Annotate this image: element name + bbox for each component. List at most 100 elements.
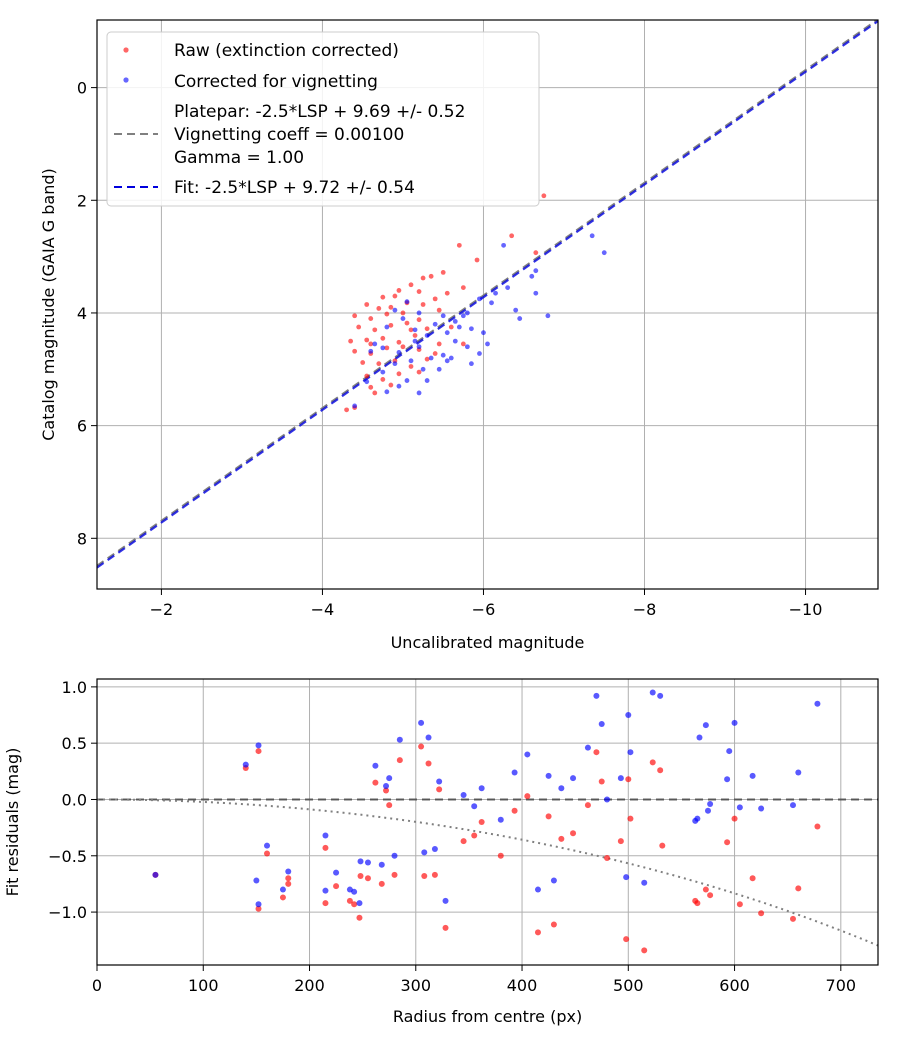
corrected-point [432,321,438,327]
raw-point [378,880,385,887]
corrected-point [400,316,406,321]
raw-point [420,275,426,281]
corrected-point [418,719,425,726]
corrected-point [378,861,385,868]
corrected-point [428,355,434,361]
corrected-point [279,886,286,893]
raw-point [322,844,329,851]
corrected-point [731,719,738,726]
corrected-point [505,285,511,290]
raw-point [352,313,358,319]
corrected-point [477,351,482,356]
legend-raw-label: Raw (extinction corrected) [174,41,399,61]
y-axis-label: Catalog magnitude (GAIA G band) [39,168,58,440]
corrected-point [497,816,504,823]
corrected-point [444,358,450,364]
raw-point [432,296,438,302]
corrected-point [464,344,470,350]
corrected-point [657,692,664,699]
legend-box [106,31,540,207]
corrected-point [442,897,449,904]
corrected-point [501,242,507,248]
corrected-point [396,383,402,389]
corrected-point [524,751,531,758]
raw-point [497,852,504,859]
corrected-point [380,345,386,351]
x-tick-label: −8 [633,600,657,619]
raw-point [364,302,370,307]
corrected-point [489,300,494,306]
corrected-point [481,330,486,336]
corrected-point [692,817,699,824]
raw-point [758,910,765,917]
raw-point [511,807,518,814]
corrected-point [255,742,262,749]
raw-point [593,749,600,756]
y-tick-label: 4 [77,304,87,323]
raw-point [357,873,364,880]
legend-vignetting-label: Vignetting coeff = 0.00100 [174,125,404,145]
raw-point [604,855,611,862]
corrected-point [468,361,474,367]
corrected-point [444,330,450,336]
raw-point [364,337,370,343]
corrected-point [412,338,418,344]
corrected-point [425,734,432,741]
corrected-point [255,901,262,908]
corrected-point [598,721,605,728]
x-tick-label: −4 [311,600,335,619]
raw-point [384,311,390,317]
raw-point [657,767,664,774]
raw-point [416,369,422,375]
corrected-point [404,299,410,305]
corrected-point [352,403,358,409]
corrected-point [456,324,462,330]
corrected-point [152,871,159,878]
y-tick-label: −1.0 [48,903,87,922]
corrected-point [795,769,802,776]
fit-lines [97,20,878,569]
x-tick-label: 500 [613,976,644,995]
y-tick-label: 0.5 [62,734,87,753]
corrected-point [604,796,611,803]
legend-corrected-label: Corrected for vignetting [174,72,378,92]
corrected-point [380,369,386,375]
corrected-point [408,358,414,364]
corrected-point [364,379,370,385]
raw-point [372,779,379,786]
legend-gamma-label: Gamma = 1.00 [174,148,304,168]
raw-point [659,842,666,849]
raw-point [570,830,577,837]
corrected-point [529,273,535,279]
raw-point [388,304,394,310]
raw-point [460,341,466,347]
raw-point [550,921,557,928]
raw-point [436,341,442,347]
corrected-point [416,390,422,396]
raw-point [344,407,349,413]
raw-point [541,193,547,199]
raw-point [545,813,552,820]
x-axis-label: Radius from centre (px) [393,1007,582,1026]
raw-point [396,757,403,764]
raw-point [391,871,398,878]
raw-point [351,901,358,908]
raw-point [368,384,374,390]
corrected-point [736,804,743,811]
corrected-point [460,791,467,798]
corrected-point [589,233,595,239]
raw-point [408,327,414,333]
legend: Raw (extinction corrected) Corrected for… [106,31,540,207]
raw-point [524,793,531,800]
raw-point [408,364,414,369]
raw-point [396,339,402,345]
raw-point [388,322,394,328]
x-axis-label: Uncalibrated magnitude [391,633,585,652]
corrected-point [533,290,539,296]
corrected-point [625,712,632,719]
raw-point [460,838,467,845]
raw-point [255,905,262,912]
corrected-point [242,761,249,768]
raw-point [421,873,428,880]
